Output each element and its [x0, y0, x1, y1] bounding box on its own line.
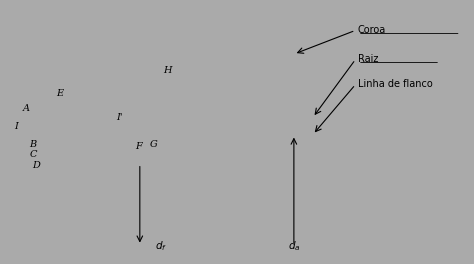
Text: G: G: [149, 139, 157, 149]
Text: Raiz: Raiz: [358, 54, 378, 64]
Text: $d_a$: $d_a$: [288, 239, 300, 253]
Text: C: C: [29, 150, 37, 159]
Text: A: A: [23, 104, 30, 113]
Text: B: B: [29, 139, 36, 149]
Text: I': I': [116, 113, 123, 122]
Text: E: E: [56, 89, 63, 98]
Text: $d_f$: $d_f$: [155, 239, 167, 253]
Text: D: D: [32, 161, 40, 170]
Text: F: F: [135, 142, 142, 151]
Text: I: I: [14, 122, 18, 131]
Text: H: H: [164, 65, 172, 75]
Text: Coroa: Coroa: [358, 25, 386, 35]
Text: Linha de flanco: Linha de flanco: [358, 79, 433, 89]
